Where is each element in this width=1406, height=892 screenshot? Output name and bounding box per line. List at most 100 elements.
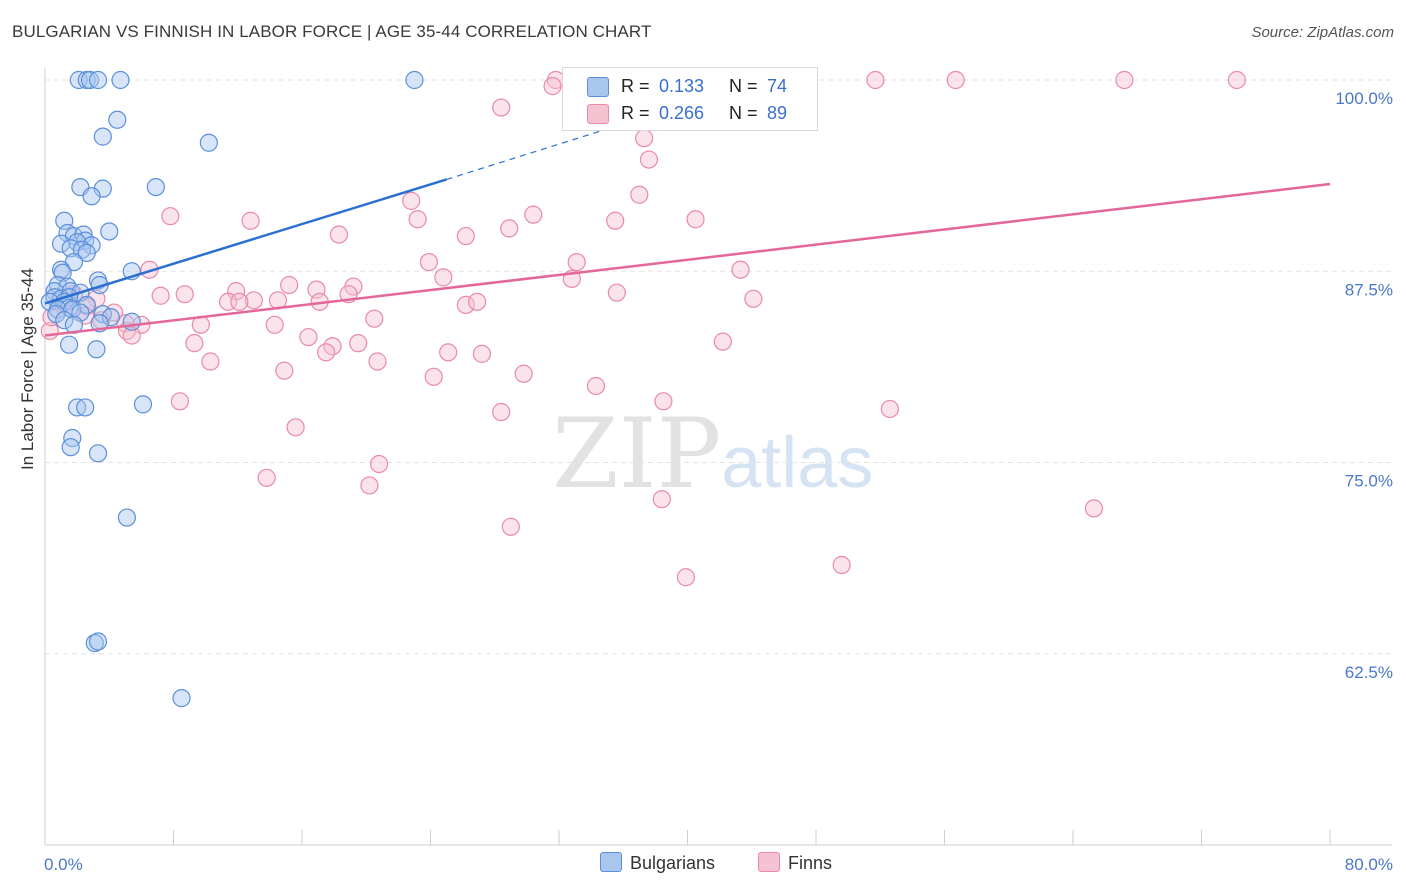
- finns-point: [368, 352, 387, 371]
- bulgarians-point: [55, 311, 74, 330]
- finns-point: [280, 275, 299, 295]
- finns-point: [316, 343, 336, 362]
- finns-point: [524, 205, 543, 224]
- finns-point: [1227, 70, 1246, 90]
- bulgarians-point: [51, 234, 71, 253]
- finns-point: [543, 77, 562, 96]
- finns-point: [1084, 499, 1103, 518]
- bulgarians-point: [199, 133, 218, 152]
- y-tick-label: 75.0%: [1345, 472, 1393, 491]
- bulgarians-point: [76, 398, 95, 417]
- bulgarians-point: [108, 110, 127, 129]
- legend-item-finns[interactable]: Finns: [758, 852, 832, 874]
- finns-point: [408, 210, 427, 229]
- finns-trend-line: [44, 182, 1331, 337]
- finns-point: [500, 219, 519, 238]
- bulgarians-point: [63, 428, 82, 448]
- finns-point: [501, 517, 520, 536]
- bulgarians-trend-extension: [446, 128, 608, 181]
- bulgarians-point: [88, 70, 108, 90]
- bulgarians-point: [100, 222, 119, 241]
- finns-point: [492, 402, 511, 422]
- finns-point: [654, 392, 673, 411]
- finns-point: [360, 476, 379, 495]
- finns-point: [370, 454, 389, 474]
- legend-r-label: R =: [621, 103, 650, 123]
- finns-point: [265, 315, 284, 334]
- legend-n-label: N =: [729, 103, 758, 123]
- source-label: Source: ZipAtlas.com: [1251, 24, 1394, 41]
- finns-point: [492, 98, 511, 117]
- legend-n-value: 89: [767, 103, 788, 123]
- bulgarians-point: [133, 395, 153, 414]
- bulgarians-point: [51, 260, 71, 279]
- bulgarians-point: [88, 632, 108, 651]
- legend-swatch-finns: [758, 852, 780, 872]
- finns-point: [744, 289, 763, 308]
- finns-point: [434, 268, 453, 287]
- finns-point: [244, 291, 263, 310]
- bulgarians-point: [77, 243, 96, 262]
- bulgarians-point: [146, 178, 165, 197]
- finns-point: [365, 309, 384, 328]
- bulgarians-trend-line: [44, 178, 447, 305]
- legend-n-value: 74: [767, 76, 788, 96]
- bulgarians-point: [93, 127, 112, 146]
- legend-swatch-bulgarians: [587, 77, 609, 97]
- bulgarians-point: [59, 335, 79, 354]
- bulgarians-point: [111, 70, 130, 90]
- finns-point: [467, 292, 487, 311]
- bulgarians-point: [82, 187, 101, 206]
- correlation-legend: R = 0.133 N = 74 R = 0.266 N = 89: [562, 67, 818, 131]
- legend-n-label: N =: [729, 76, 758, 96]
- legend-item-bulgarians[interactable]: Bulgarians: [600, 852, 715, 874]
- finns-point: [424, 367, 443, 386]
- finns-point: [241, 211, 260, 230]
- x-tick-label-max: 80.0%: [1345, 855, 1393, 874]
- legend-r-value: 0.266: [659, 103, 705, 123]
- finns-point: [419, 252, 438, 272]
- finns-point: [329, 225, 349, 244]
- finns-point: [456, 295, 475, 315]
- bulgarians-point: [61, 438, 80, 457]
- finns-point: [472, 344, 491, 363]
- watermark-zip: ZIP: [552, 398, 722, 510]
- x-tick-label-min: 0.0%: [44, 855, 83, 874]
- finns-point: [639, 150, 659, 169]
- finns-point: [1115, 70, 1134, 90]
- finns-point: [286, 418, 305, 437]
- finns-point: [175, 285, 194, 304]
- finns-point: [713, 332, 732, 351]
- legend-row-finns: R = 0.266 N = 89: [563, 101, 817, 127]
- legend-r-label: R =: [621, 76, 650, 96]
- finns-point: [832, 555, 851, 575]
- finns-point: [731, 260, 750, 279]
- finns-point: [630, 185, 649, 204]
- finns-point: [606, 211, 625, 230]
- finns-point: [185, 334, 204, 353]
- legend-swatch-bulgarians: [600, 852, 622, 872]
- finns-point: [170, 392, 190, 411]
- chart-title: BULGARIAN VS FINNISH IN LABOR FORCE | AG…: [12, 22, 652, 41]
- finns-point: [586, 376, 606, 396]
- y-tick-label: 62.5%: [1345, 663, 1393, 682]
- finns-point: [201, 352, 220, 371]
- finns-point: [439, 343, 458, 362]
- y-tick-label: 87.5%: [1345, 280, 1393, 299]
- bulgarians-point: [88, 444, 108, 463]
- legend-row-bulgarians: R = 0.133 N = 74: [563, 74, 817, 100]
- bulgarians-point: [122, 312, 141, 331]
- finns-point: [514, 364, 533, 383]
- finns-point: [635, 129, 654, 148]
- finns-point: [686, 210, 705, 229]
- finns-point: [161, 207, 180, 226]
- finns-point: [567, 252, 586, 272]
- finns-point: [880, 399, 899, 419]
- finns-point: [257, 468, 276, 487]
- finns-point: [151, 286, 170, 305]
- finns-point: [275, 361, 294, 380]
- legend-swatch-finns: [587, 104, 609, 124]
- finns-point: [652, 490, 671, 509]
- finns-point: [230, 292, 249, 311]
